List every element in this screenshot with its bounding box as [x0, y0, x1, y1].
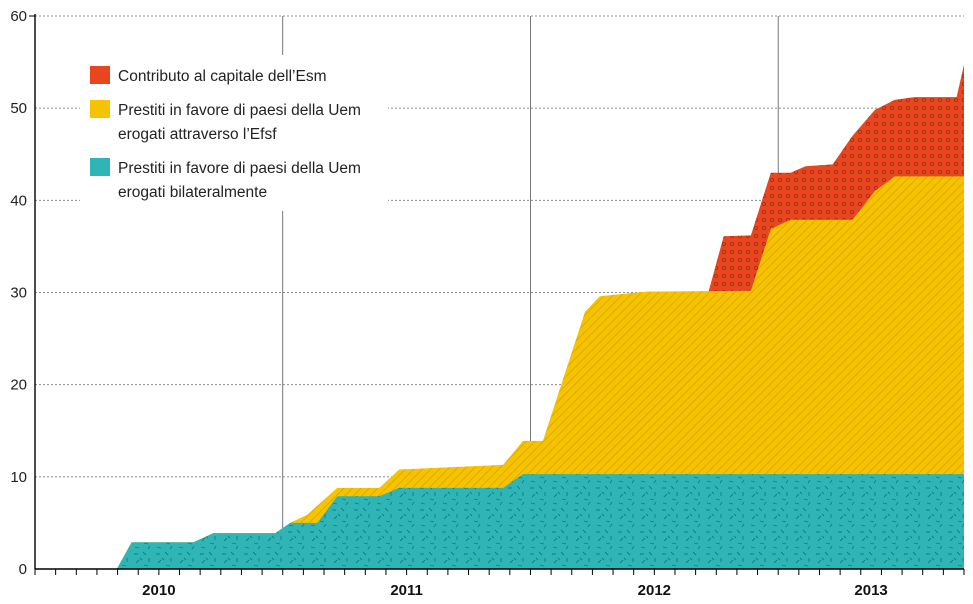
y-tick-label: 30	[10, 285, 27, 302]
legend-swatch	[90, 100, 110, 118]
legend-swatch	[90, 66, 110, 84]
x-year-label: 2013	[854, 582, 887, 599]
x-year-label: 2010	[142, 582, 175, 599]
area-series-2	[116, 176, 965, 569]
y-tick-label: 50	[10, 100, 27, 117]
y-tick-label: 0	[19, 561, 27, 578]
legend-label: Contributo al capitale dell’Esm	[118, 68, 327, 85]
y-tick-label: 20	[10, 377, 27, 394]
legend-label: erogati attraverso l’Efsf	[118, 126, 277, 143]
y-tick-label: 10	[10, 469, 27, 486]
legend-label: Prestiti in favore di paesi della Uem	[118, 160, 361, 177]
y-tick-label: 60	[10, 8, 27, 25]
legend-label: erogati bilateralmente	[118, 184, 267, 201]
area-series-1	[116, 474, 965, 569]
legend-label: Prestiti in favore di paesi della Uem	[118, 102, 361, 119]
legend-background	[80, 55, 388, 211]
legend: Contributo al capitale dell’Esm Prestiti …	[80, 55, 388, 211]
area-layer	[116, 64, 965, 570]
y-tick-label: 40	[10, 192, 27, 209]
axis-layer: 0 10 20 30 40 50 60 2010 2011 2012 2013	[10, 8, 965, 599]
x-year-label: 2012	[638, 582, 671, 599]
legend-swatch	[90, 158, 110, 176]
x-year-label: 2011	[390, 582, 423, 599]
